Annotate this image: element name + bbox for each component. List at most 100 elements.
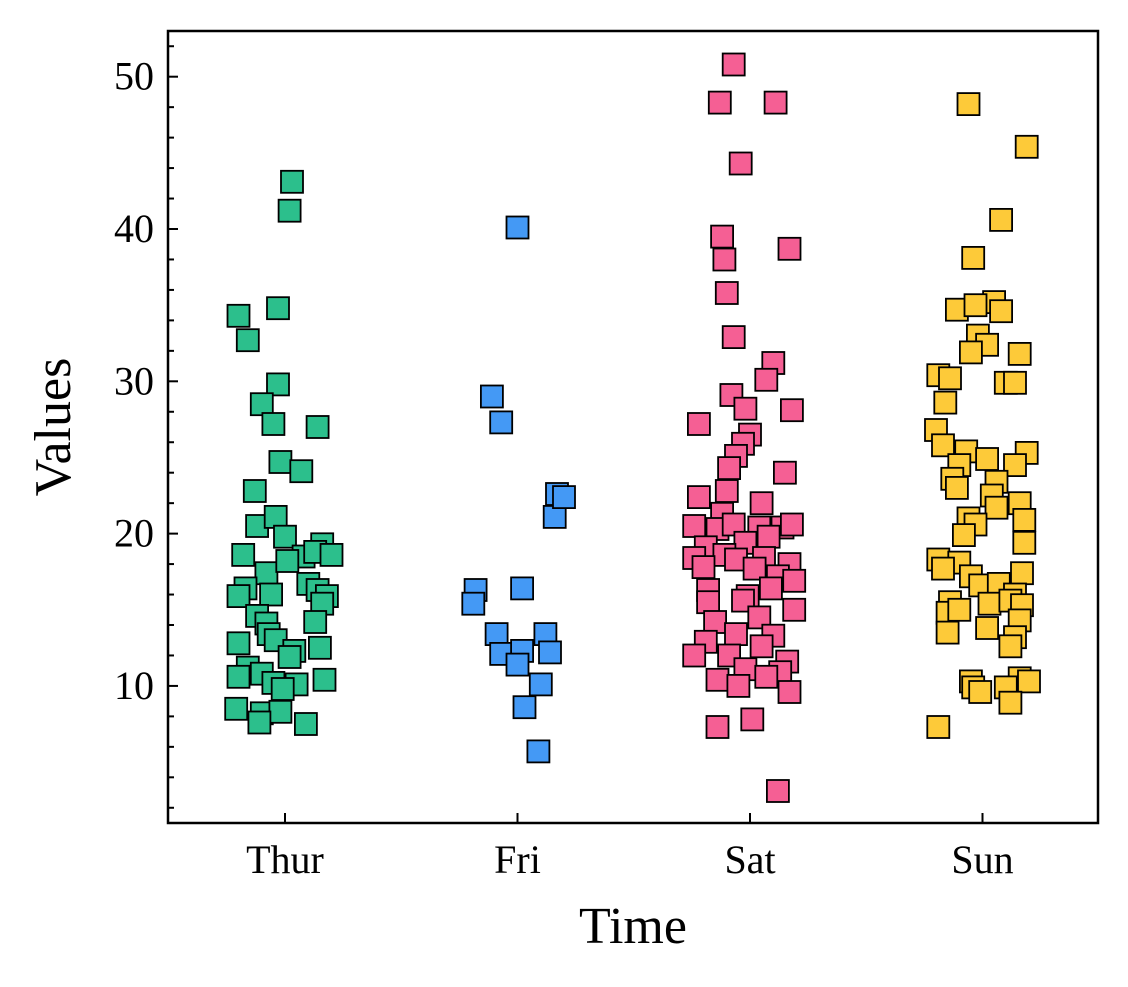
point-fri-5 <box>552 485 576 510</box>
point-fri-2 <box>489 410 514 435</box>
point-fri-14 <box>505 652 530 677</box>
point-sat-18 <box>717 456 741 481</box>
point-sun-32 <box>1012 507 1037 532</box>
point-sun-0 <box>956 92 981 116</box>
point-sun-1 <box>1014 134 1039 159</box>
point-thur-49 <box>293 712 318 736</box>
point-sun-10 <box>959 340 983 365</box>
point-sat-10 <box>754 367 779 392</box>
point-sun-51 <box>975 616 999 640</box>
y-axis-title: Values <box>25 358 82 497</box>
point-fri-1 <box>479 384 504 409</box>
point-sat-8 <box>721 325 746 350</box>
y-tick-label-50: 50 <box>114 54 154 99</box>
point-thur-16 <box>231 543 256 567</box>
x-tick-label-sun: Sun <box>951 837 1013 882</box>
point-thur-26 <box>226 584 251 608</box>
point-sat-59 <box>705 667 730 692</box>
point-sat-3 <box>728 151 753 176</box>
point-sat-45 <box>696 590 720 615</box>
point-sat-24 <box>682 514 707 538</box>
point-sun-61 <box>926 715 951 739</box>
point-thur-0 <box>280 169 304 194</box>
point-sat-63 <box>705 715 730 739</box>
point-sun-2 <box>989 207 1013 232</box>
x-tick-label-fri: Fri <box>494 837 541 882</box>
point-sat-50 <box>724 622 748 646</box>
point-thur-9 <box>268 450 293 474</box>
point-thur-40 <box>226 664 251 689</box>
point-sat-12 <box>733 396 758 421</box>
point-thur-47 <box>268 699 293 724</box>
point-sun-33 <box>952 523 976 547</box>
point-thur-10 <box>289 459 314 484</box>
point-sun-11 <box>1007 341 1032 366</box>
point-thur-4 <box>235 328 260 353</box>
y-tick-label-30: 30 <box>114 358 154 403</box>
point-sun-50 <box>935 620 960 645</box>
point-sun-44 <box>977 591 1002 616</box>
point-sun-34 <box>1012 530 1037 555</box>
point-thur-44 <box>270 677 295 701</box>
point-sat-4 <box>710 224 734 249</box>
point-sat-48 <box>703 610 727 634</box>
point-sat-39 <box>742 556 767 581</box>
point-sat-7 <box>714 281 739 305</box>
point-thur-21 <box>275 549 300 573</box>
point-thur-11 <box>242 479 267 503</box>
point-sat-54 <box>682 643 707 668</box>
point-fri-15 <box>528 672 553 697</box>
point-sat-20 <box>714 479 739 503</box>
point-thur-1 <box>277 198 302 223</box>
series-sun <box>924 92 1041 739</box>
point-sun-13 <box>938 366 962 391</box>
point-thur-43 <box>312 667 337 692</box>
point-sat-60 <box>726 674 751 698</box>
point-sun-58 <box>968 680 993 704</box>
point-thur-8 <box>305 415 330 439</box>
point-thur-36 <box>307 635 332 660</box>
point-sat-13 <box>780 398 804 423</box>
point-sat-19 <box>773 460 797 485</box>
point-sat-44 <box>759 576 783 601</box>
point-sat-21 <box>687 485 711 510</box>
point-sat-62 <box>777 680 802 704</box>
point-sun-56 <box>1017 669 1041 694</box>
point-sat-0 <box>721 52 746 77</box>
point-sun-16 <box>933 390 958 415</box>
point-sat-65 <box>766 779 790 803</box>
y-tick-label-20: 20 <box>114 511 154 556</box>
point-thur-2 <box>226 303 251 328</box>
point-thur-48 <box>247 710 272 735</box>
point-sun-29 <box>984 495 1009 520</box>
series-thur <box>224 169 344 736</box>
point-fri-16 <box>512 695 537 720</box>
point-fri-7 <box>461 591 486 616</box>
point-sat-49 <box>747 605 772 630</box>
point-sun-39 <box>1010 561 1034 586</box>
x-axis-title: Time <box>579 898 687 955</box>
point-fri-13 <box>538 640 562 665</box>
point-thur-38 <box>277 645 302 669</box>
point-sun-3 <box>961 245 986 270</box>
point-sat-14 <box>687 412 711 436</box>
point-sat-47 <box>782 597 807 622</box>
point-thur-31 <box>303 610 328 634</box>
point-sun-7 <box>989 299 1013 324</box>
point-thur-20 <box>254 561 279 586</box>
plot-frame <box>166 29 1100 825</box>
point-fri-8 <box>510 576 535 601</box>
point-fri-0 <box>505 215 530 240</box>
x-tick-label-thur: Thur <box>246 837 324 882</box>
point-sun-48 <box>947 597 972 622</box>
point-sat-5 <box>712 247 737 272</box>
point-sun-37 <box>931 556 955 581</box>
point-fri-17 <box>526 739 551 764</box>
point-thur-7 <box>261 412 286 436</box>
point-sun-18 <box>931 433 955 458</box>
point-sat-6 <box>777 236 802 261</box>
point-thur-6 <box>249 392 274 417</box>
point-sun-6 <box>963 293 988 318</box>
y-tick-label-10: 10 <box>114 663 154 708</box>
point-thur-32 <box>226 631 251 656</box>
